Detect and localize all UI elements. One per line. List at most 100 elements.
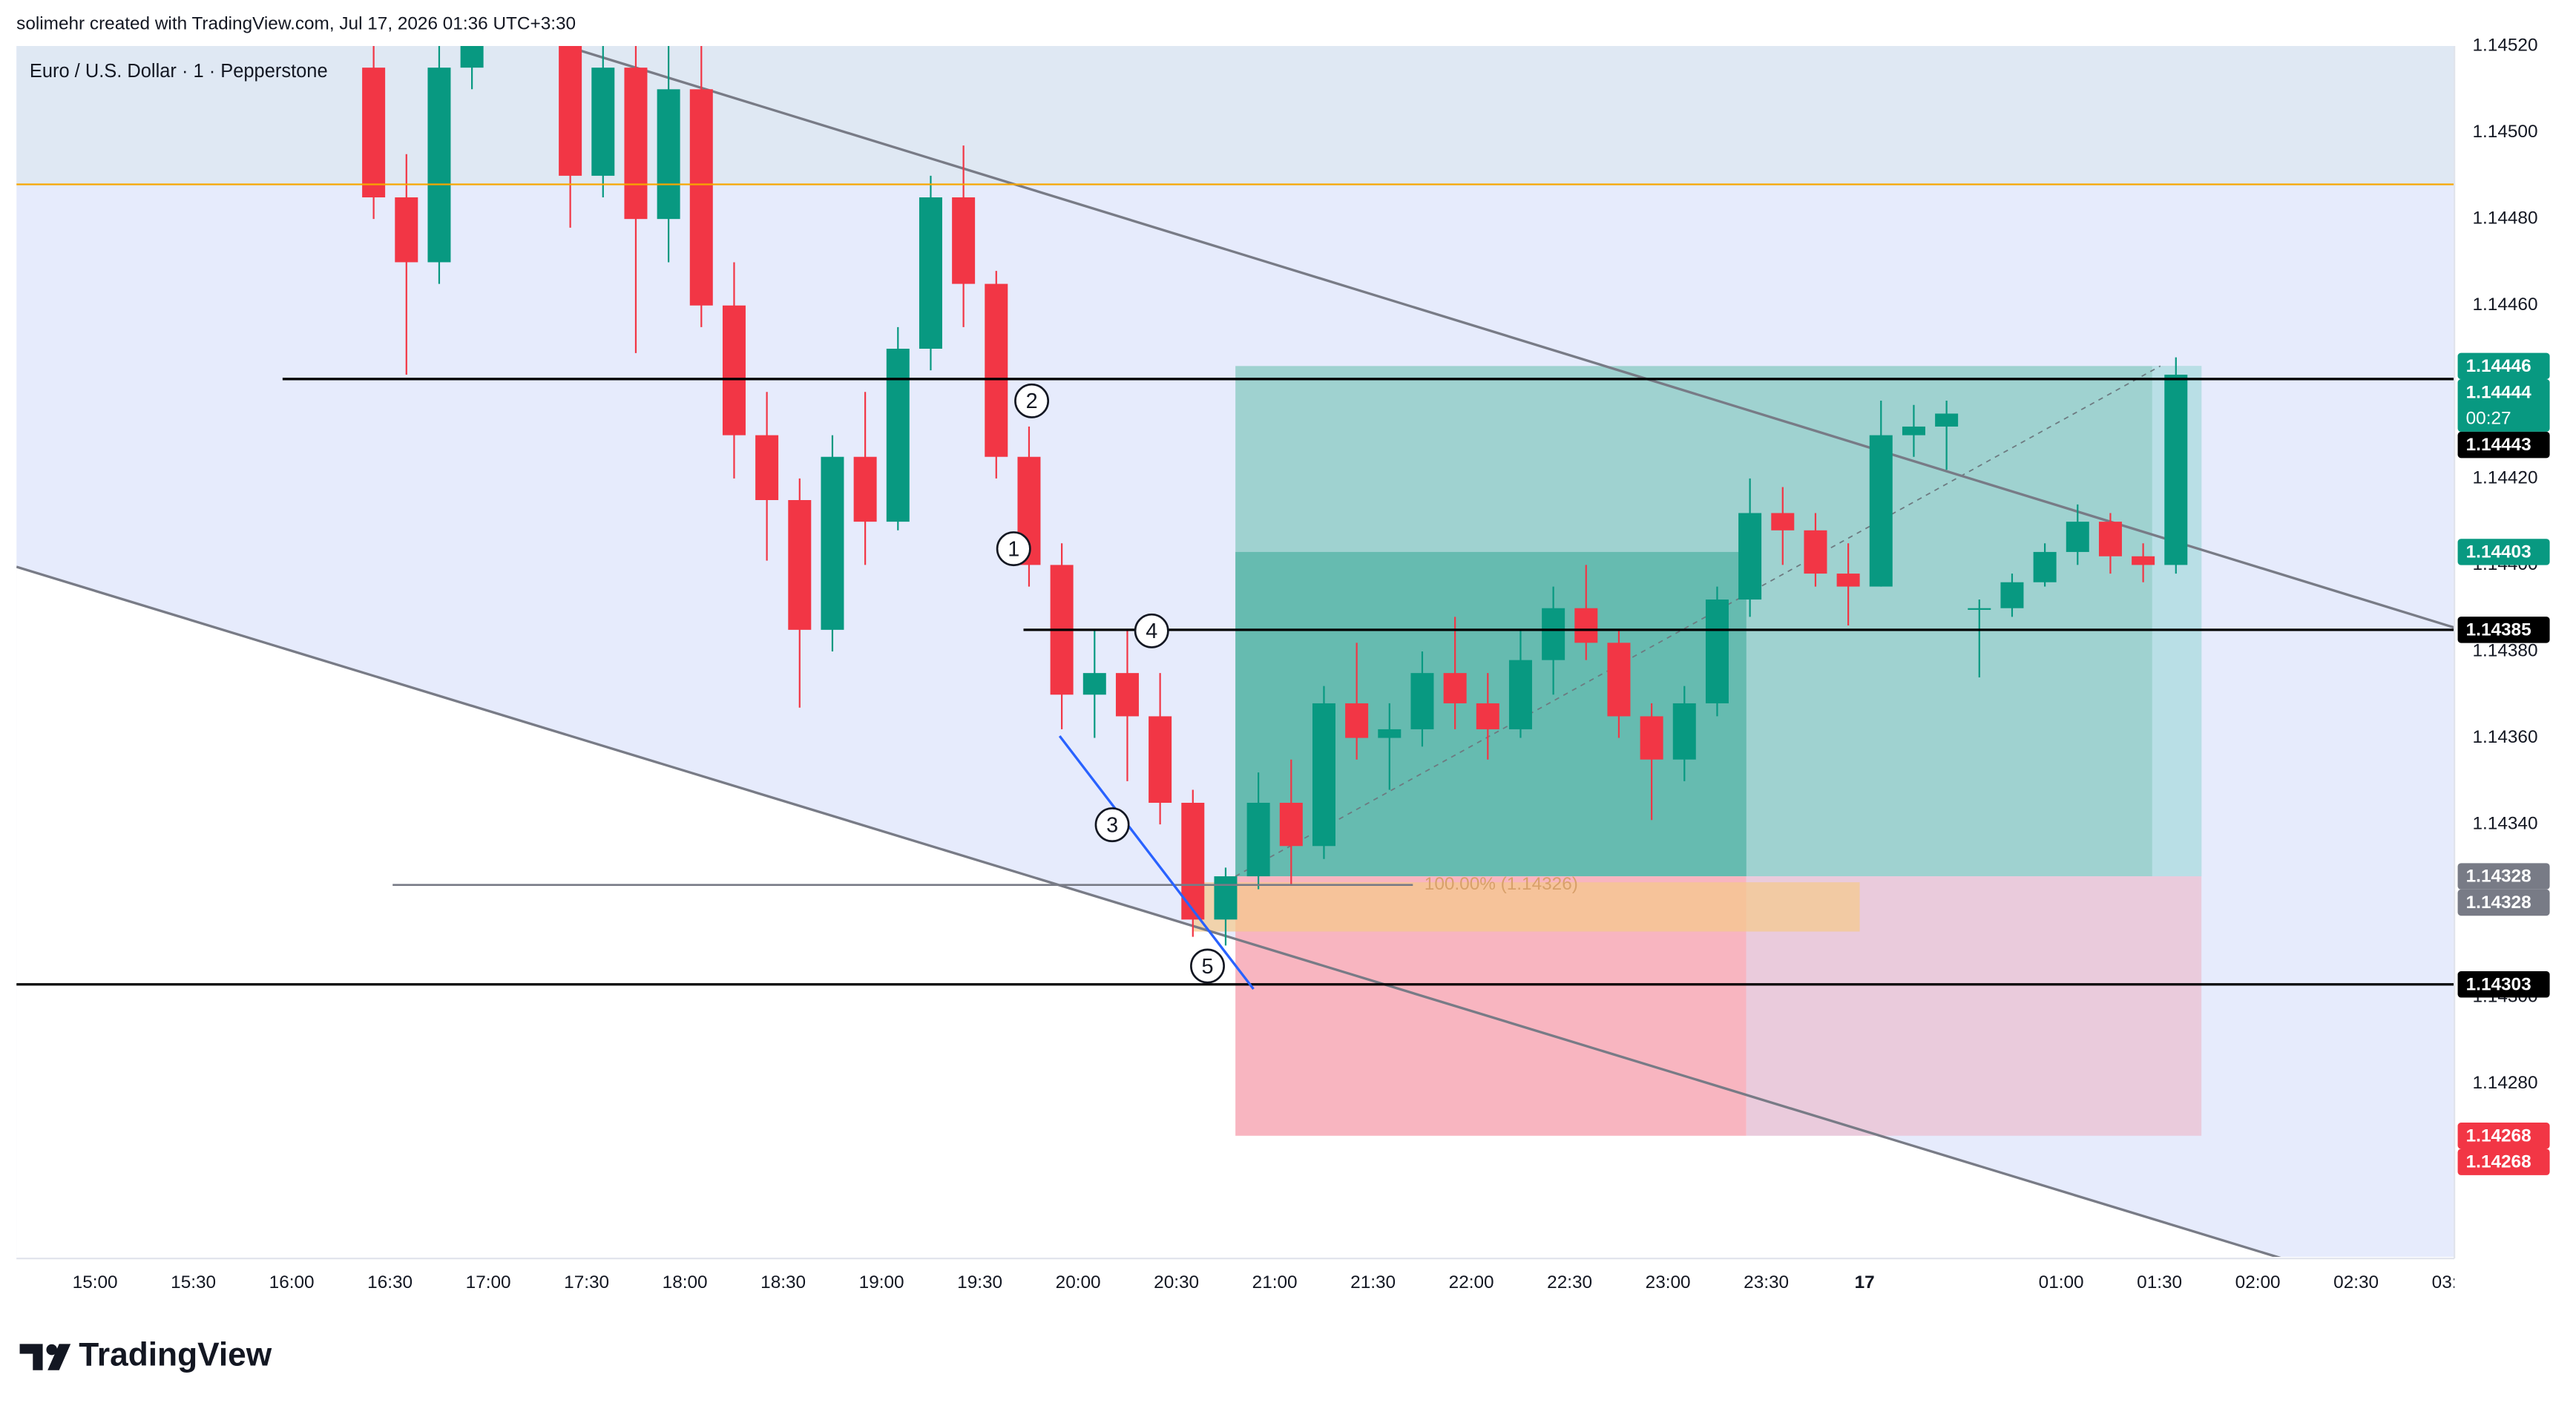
candle-body <box>2098 522 2122 556</box>
wave-marker <box>996 531 1031 567</box>
candle-body <box>591 68 615 176</box>
x-tick-label: 18:30 <box>760 1272 806 1292</box>
candle-body <box>1443 673 1467 703</box>
x-tick-label: 16:30 <box>367 1272 413 1292</box>
plot-area: 100.00% (1.14326) 1 2 3 4 5 <box>16 46 2455 1257</box>
channel-line <box>16 565 2281 1257</box>
wave-label: 3 <box>1106 813 1118 837</box>
x-tick-label: 20:30 <box>1154 1272 1199 1292</box>
price-label-box <box>2457 352 2550 380</box>
candle-body <box>1869 435 1893 587</box>
y-tick-label: 1.14420 <box>2473 467 2538 487</box>
price-label: 1.14328 <box>2466 893 2531 913</box>
x-tick-label: 03:00 <box>2432 1272 2477 1292</box>
candle-body <box>788 500 812 630</box>
price-label: 1.14268 <box>2466 1126 2531 1146</box>
candle-body <box>2000 582 2024 608</box>
candle-body <box>755 435 779 501</box>
candle-body <box>1181 802 1205 920</box>
candle-body <box>362 68 386 198</box>
price-label-box <box>2457 1123 2550 1149</box>
candle-body <box>395 197 418 263</box>
candle-body <box>1312 703 1335 847</box>
candle-body <box>1476 703 1499 729</box>
candle-body <box>919 197 942 349</box>
candle-body <box>2132 556 2155 565</box>
candle-body <box>559 46 582 176</box>
candle-body <box>952 197 976 284</box>
brand-logo <box>19 1344 71 1370</box>
y-tick-label: 1.14340 <box>2473 814 2538 834</box>
wave-marker <box>1190 948 1225 984</box>
wave-marker <box>1134 613 1169 648</box>
y-tick-label: 1.14280 <box>2473 1073 2538 1093</box>
y-tick-label: 1.14460 <box>2473 295 2538 315</box>
x-axis: 15:00 15:30 16:00 16:30 17:00 17:30 18:00 18:30… <box>73 1272 2477 1292</box>
candle-body <box>1705 599 1729 703</box>
candle-body <box>689 89 713 306</box>
price-label: 1.14444 <box>2466 382 2531 402</box>
symbol-title: Euro / U.S. Dollar · 1 · Pepperstone <box>30 61 328 82</box>
x-tick-label: 21:30 <box>1350 1272 1396 1292</box>
candle-body <box>2066 522 2089 552</box>
candle-body <box>1574 608 1598 643</box>
x-tick-label: 21:00 <box>1252 1272 1298 1292</box>
candle-body <box>1410 673 1434 729</box>
candle-body <box>1542 608 1565 660</box>
candle-body <box>1378 729 1402 738</box>
candle-body <box>1738 513 1762 600</box>
candle-body <box>886 349 910 522</box>
price-label: 1.14328 <box>2466 867 2531 887</box>
price-label-box <box>2457 617 2550 643</box>
price-label-box <box>2457 1149 2550 1175</box>
price-label: 1.14443 <box>2466 435 2531 455</box>
wave-label: 5 <box>1202 955 1214 979</box>
x-tick-label: 15:00 <box>73 1272 118 1292</box>
wave-label: 2 <box>1026 390 1038 413</box>
wave-label: 4 <box>1146 620 1157 643</box>
candle-body <box>427 68 451 263</box>
candle-body <box>460 46 484 68</box>
x-tick-label: 01:30 <box>2137 1272 2182 1292</box>
candle-body <box>1508 660 1532 729</box>
candle-body <box>1149 716 1172 803</box>
candle-body <box>1771 513 1795 530</box>
x-tick-label: 19:00 <box>859 1272 904 1292</box>
y-tick-label: 1.14360 <box>2473 727 2538 747</box>
candle-body <box>624 68 648 220</box>
price-label: 1.14268 <box>2466 1152 2531 1172</box>
brand-name: TradingView <box>79 1337 272 1373</box>
y-tick-label: 1.14480 <box>2473 208 2538 229</box>
candle-body <box>1672 703 1696 760</box>
price-label: 1.14446 <box>2466 356 2531 376</box>
candle-body <box>1836 574 1860 587</box>
candle-body <box>853 456 877 522</box>
candle-body <box>1804 530 1827 574</box>
price-label: 1.14303 <box>2466 974 2531 994</box>
x-tick-label: 02:30 <box>2333 1272 2379 1292</box>
candle-body <box>1935 413 1959 427</box>
x-tick-label: 17 <box>1855 1272 1875 1292</box>
y-axis: 1.142801.143001.143201.143401.143601.143… <box>2457 35 2550 1175</box>
price-label-box <box>2457 539 2550 565</box>
y-tick-label: 1.14380 <box>2473 640 2538 660</box>
x-tick-label: 22:30 <box>1547 1272 1592 1292</box>
candle-body <box>1214 876 1238 920</box>
x-tick-label: 01:00 <box>2039 1272 2084 1292</box>
candle-body <box>1279 802 1303 847</box>
price-label-box <box>2457 379 2550 432</box>
price-label-box <box>2457 971 2550 998</box>
candle-body <box>1246 802 1270 877</box>
candle-body <box>1968 608 1991 610</box>
candle-body <box>722 305 746 436</box>
candle-body <box>1345 703 1369 738</box>
position-path <box>1235 365 2161 877</box>
x-tick-label: 23:00 <box>1646 1272 1691 1292</box>
x-tick-label: 22:00 <box>1449 1272 1494 1292</box>
y-tick-label: 1.14520 <box>2473 35 2538 55</box>
price-label: 1.14385 <box>2466 620 2531 640</box>
x-tick-label: 15:30 <box>171 1272 216 1292</box>
x-tick-label: 17:30 <box>564 1272 609 1292</box>
candle-body <box>821 456 844 630</box>
